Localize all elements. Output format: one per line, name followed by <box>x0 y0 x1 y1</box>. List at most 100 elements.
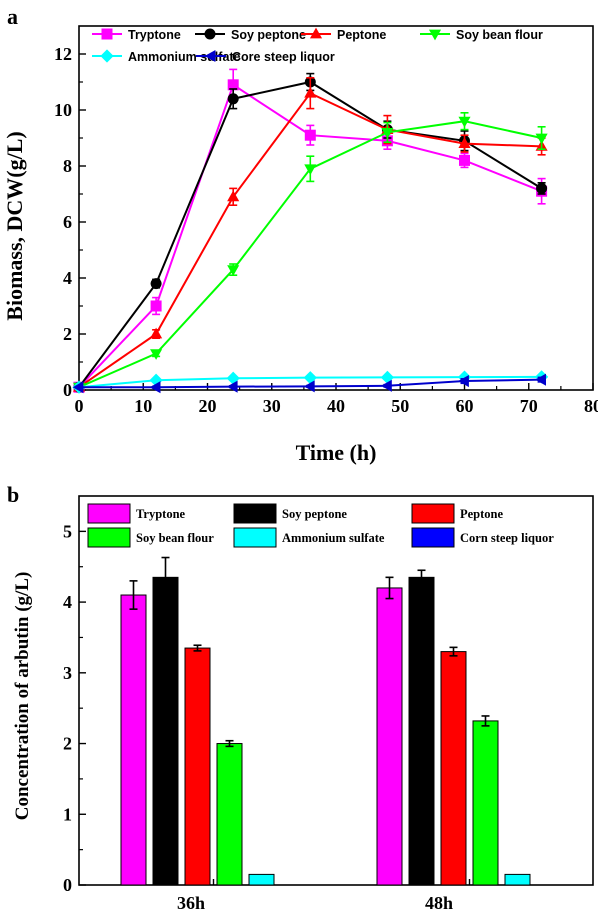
bar-ammonium-sulfate-48h <box>504 873 531 886</box>
legend-marker <box>100 49 114 63</box>
data-point-core-steep-liquor <box>381 379 392 392</box>
data-point-soy-bean-flour <box>381 128 394 139</box>
panel-a-y-tick-label: 8 <box>63 156 72 176</box>
legend-marker <box>101 28 113 40</box>
bar-group-48h: 48h <box>376 569 531 913</box>
data-point-core-steep-liquor <box>226 380 238 393</box>
bar-peptone-36h <box>184 647 211 886</box>
legend-item-soy-bean-flour: Soy bean flour <box>420 28 543 42</box>
legend-item-soy-bean-flour: Soy bean flour <box>87 527 214 548</box>
panel-a-legend: Tryptone Soy peptone Peptone Soy bean flour… <box>92 27 543 64</box>
series-soy-bean-flour <box>72 112 548 394</box>
panel-b-label: b <box>7 482 19 507</box>
data-point-ammonium-sulfate <box>226 371 240 385</box>
series-tryptone <box>73 68 548 393</box>
panel-a-y-tick-label: 10 <box>54 100 72 120</box>
bar-soy-peptone-36h <box>152 576 179 886</box>
data-point-tryptone <box>150 300 162 312</box>
data-point-peptone <box>227 190 240 202</box>
legend-label: Core steep liquor <box>232 50 335 64</box>
legend-item-tryptone: Tryptone <box>87 503 186 524</box>
legend-marker <box>204 28 216 40</box>
legend-label: Ammonium sulfate <box>282 531 385 545</box>
legend-swatch <box>87 503 131 524</box>
panel-b-legend: Tryptone Soy peptone Peptone Soy bean flour… <box>87 503 554 548</box>
panel-a-x-tick-label: 70 <box>520 396 538 416</box>
legend-item-core-steep-liquor: Core steep liquor <box>196 49 335 64</box>
legend-marker <box>204 49 216 63</box>
data-point-tryptone <box>304 129 316 141</box>
data-point-tryptone <box>459 154 470 166</box>
panel-a-y-axis-title: Biomass, DCW(g/L) <box>2 131 27 320</box>
panel-b-y-tick-label: 0 <box>63 875 72 895</box>
panel-a-x-tick-label: 60 <box>456 396 474 416</box>
data-point-core-steep-liquor <box>303 380 315 393</box>
legend-label: Peptone <box>337 28 386 42</box>
data-point-soy-bean-flour <box>304 164 317 176</box>
panel-b-y-tick-label: 2 <box>63 734 72 754</box>
legend-item-peptone: Peptone <box>301 27 386 42</box>
data-point-core-steep-liquor <box>149 381 161 394</box>
panel-a-y-tick-label: 6 <box>63 212 72 232</box>
legend-swatch <box>411 527 455 548</box>
legend-label: Soy bean flour <box>456 28 543 42</box>
legend-label: Soy peptone <box>282 507 347 521</box>
bar-ammonium-sulfate-36h <box>248 873 275 886</box>
panel-b-y-tick-label: 3 <box>63 663 72 683</box>
legend-item-soy-peptone: Soy peptone <box>195 28 306 42</box>
panel-a-x-tick-label: 0 <box>75 396 84 416</box>
panel-b-y-tick-label: 5 <box>63 521 72 541</box>
bar-peptone-48h <box>440 651 467 886</box>
panel-b-plot-frame <box>78 495 594 886</box>
data-point-ammonium-sulfate <box>380 370 394 384</box>
panel-a-x-tick-label: 10 <box>134 396 152 416</box>
data-point-soy-bean-flour <box>150 349 163 360</box>
data-point-core-steep-liquor <box>458 374 469 388</box>
data-point-soy-bean-flour <box>458 116 471 128</box>
data-point-ammonium-sulfate <box>303 371 317 385</box>
legend-item-peptone: Peptone <box>411 503 504 524</box>
panel-a-y-tick-label: 0 <box>63 380 72 400</box>
panel-a-y-tick-label: 2 <box>63 324 72 344</box>
data-point-soy-peptone <box>227 93 239 105</box>
legend-swatch <box>411 503 455 524</box>
legend-item-corn-steep-liquor: Corn steep liquor <box>411 527 554 548</box>
data-point-peptone <box>458 137 471 148</box>
panel-a-x-tick-label: 30 <box>263 396 281 416</box>
panel-a-y-tick-label: 4 <box>63 268 72 288</box>
series-core-steep-liquor <box>72 373 546 394</box>
legend-marker <box>428 29 442 41</box>
panel-a-x-tick-label: 80 <box>584 396 598 416</box>
panel-a-x-tick-label: 50 <box>391 396 409 416</box>
data-point-soy-peptone <box>536 182 548 194</box>
legend-label: Soy bean flour <box>136 531 214 545</box>
panel-a-chart: 0 10 20 30 40 50 60 70 80 0 2 4 6 8 10 12 Tryptone Soy pe… <box>54 25 598 416</box>
panel-a-x-tick-label: 20 <box>199 396 217 416</box>
legend-item-ammonium-sulfate: Ammonium sulfate <box>233 527 385 548</box>
panel-b-x-tick-label: 48h <box>425 893 453 913</box>
legend-swatch <box>233 503 277 524</box>
legend-label: Soy peptone <box>231 28 306 42</box>
legend-swatch <box>87 527 131 548</box>
legend-swatch <box>233 527 277 548</box>
bar-tryptone-36h <box>120 594 147 886</box>
bar-group-36h: 36h <box>120 556 275 913</box>
legend-label: Corn steep liquor <box>460 531 554 545</box>
data-point-soy-bean-flour <box>227 265 240 276</box>
panel-b-y-tick-label: 4 <box>63 592 72 612</box>
panel-b-y-tick-label: 1 <box>63 804 72 824</box>
panel-a-y-tick-label: 12 <box>54 44 72 64</box>
data-point-peptone <box>150 327 163 339</box>
panel-a-x-axis-title: Time (h) <box>296 440 377 465</box>
data-point-soy-peptone <box>150 278 162 290</box>
data-point-peptone <box>304 86 317 98</box>
data-point-core-steep-liquor <box>535 373 546 386</box>
legend-item-soy-peptone: Soy peptone <box>233 503 347 524</box>
bar-tryptone-48h <box>376 587 403 886</box>
panel-b-x-tick-label: 36h <box>177 893 205 913</box>
series-soy-peptone <box>73 72 548 393</box>
panel-b-y-axis-title: Concentration of arbutin (g/L) <box>12 572 33 821</box>
data-point-core-steep-liquor <box>72 381 84 394</box>
bar-soy-bean-flour-48h <box>472 720 499 886</box>
